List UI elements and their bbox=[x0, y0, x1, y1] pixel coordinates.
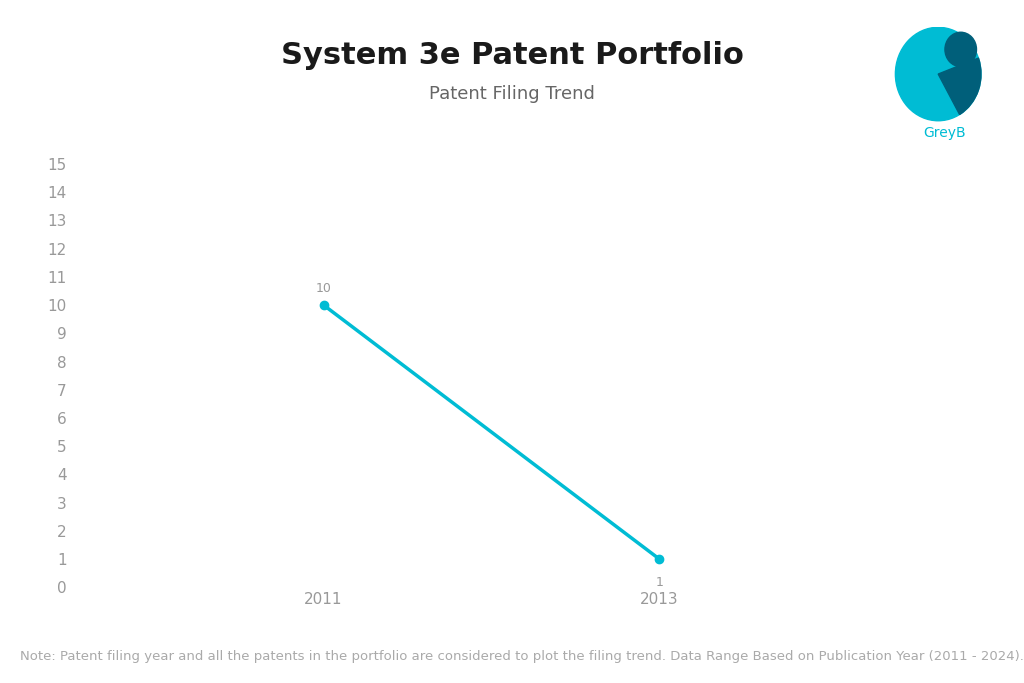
Wedge shape bbox=[938, 58, 981, 115]
Text: System 3e Patent Portfolio: System 3e Patent Portfolio bbox=[281, 41, 743, 70]
Circle shape bbox=[895, 27, 981, 121]
Text: Patent Filing Trend: Patent Filing Trend bbox=[429, 85, 595, 103]
Text: GreyB: GreyB bbox=[924, 126, 967, 141]
Text: Note: Patent filing year and all the patents in the portfolio are considered to : Note: Patent filing year and all the pat… bbox=[20, 650, 1024, 663]
Circle shape bbox=[945, 32, 977, 67]
Text: 1: 1 bbox=[655, 576, 664, 589]
Text: 10: 10 bbox=[315, 282, 332, 295]
